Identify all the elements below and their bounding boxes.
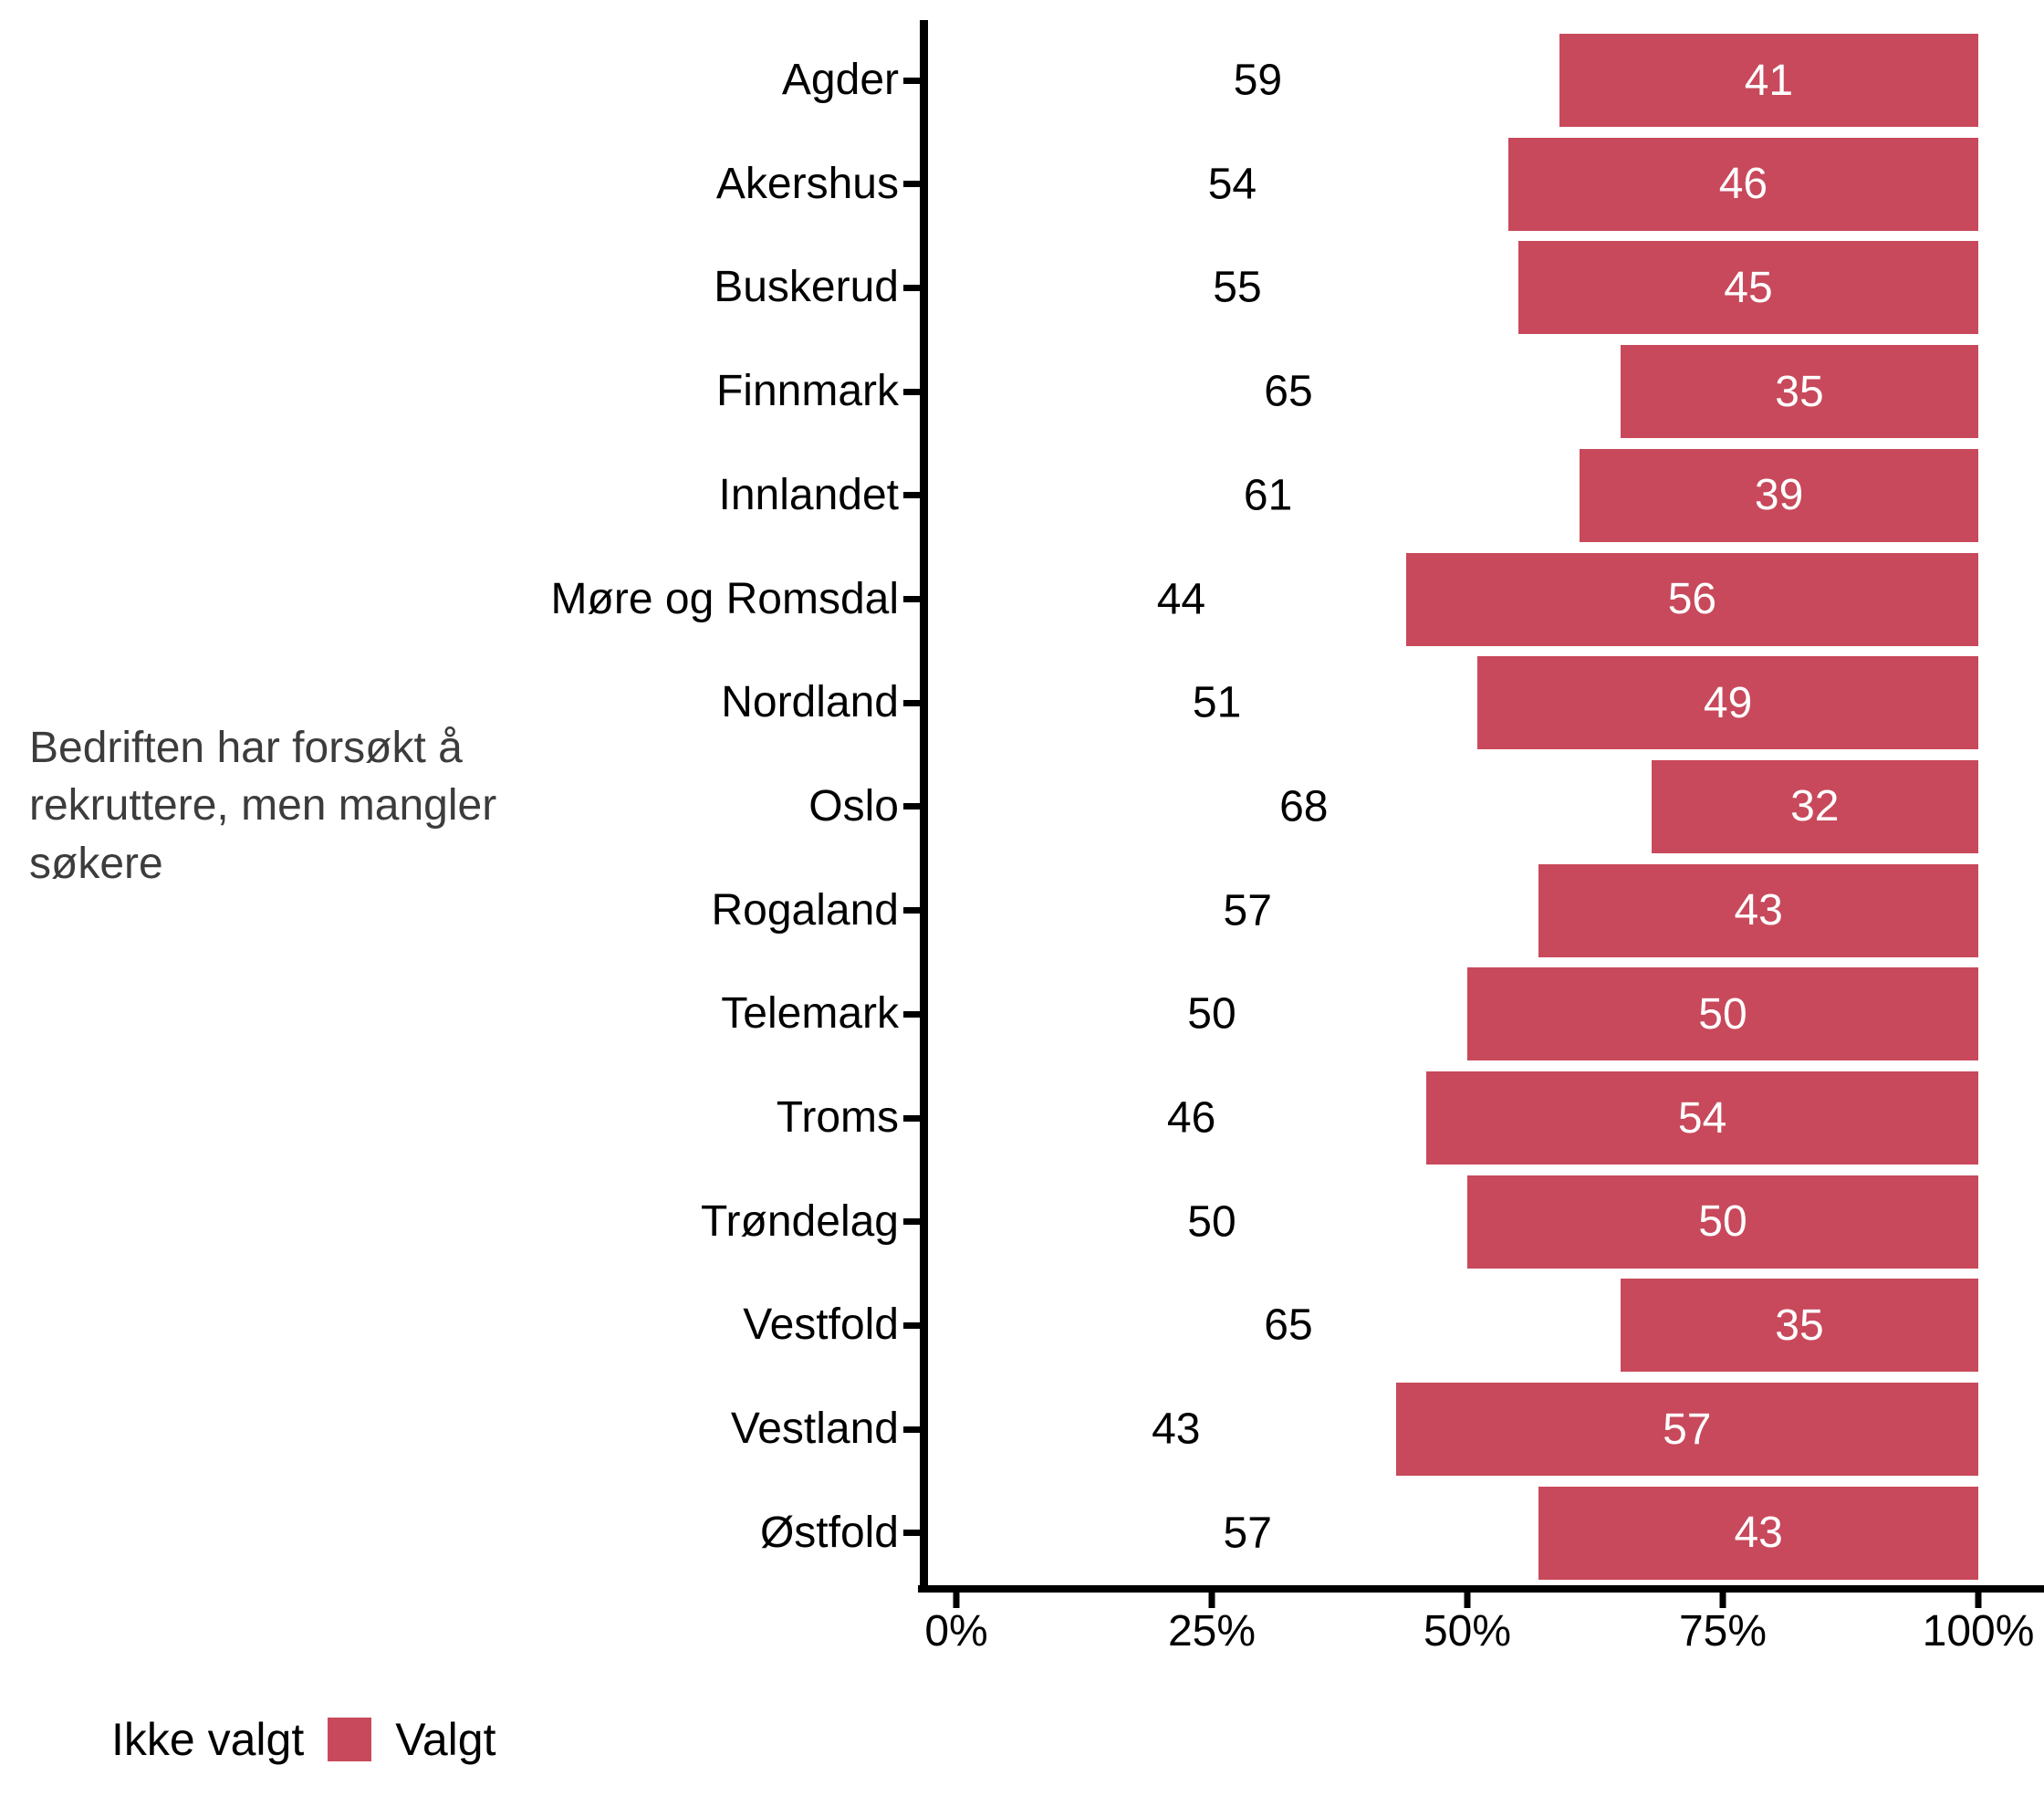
y-tick [903, 907, 921, 914]
valgt-count: 49 [1703, 678, 1753, 727]
valgt-bar: 46 [1507, 137, 1978, 231]
y-tick [903, 388, 921, 395]
county-label: Telemark [721, 989, 899, 1039]
x-tick-label: 0% [924, 1607, 988, 1656]
x-tick [1719, 1593, 1726, 1608]
county-label: Innlandet [718, 470, 899, 519]
county-label: Buskerud [714, 263, 899, 312]
ikke-valgt-count: 68 [1279, 782, 1329, 831]
valgt-bar: 56 [1405, 552, 1978, 646]
valgt-count: 43 [1734, 886, 1783, 935]
valgt-bar: 57 [1395, 1383, 1978, 1477]
y-tick [903, 803, 921, 810]
ikke-valgt-count: 50 [1187, 989, 1236, 1039]
y-tick [903, 1010, 921, 1018]
x-tick-label: 75% [1678, 1607, 1768, 1656]
valgt-bar: 35 [1621, 1279, 1978, 1373]
county-label: Oslo [808, 781, 899, 830]
ikke-valgt-count: 57 [1223, 886, 1272, 935]
y-axis-group-label: Bedriften har forsøkt å rekruttere, men … [29, 724, 497, 888]
ikke-valgt-count: 57 [1223, 1509, 1272, 1558]
county-label: Vestfold [743, 1300, 899, 1350]
y-tick [903, 181, 921, 188]
valgt-count: 50 [1698, 1197, 1747, 1247]
ikke-valgt-count: 46 [1166, 1093, 1216, 1143]
county-label: Akershus [715, 159, 899, 208]
legend-label-ikke-valgt: Ikke valgt [111, 1714, 305, 1765]
county-label: Østfold [759, 1508, 899, 1557]
valgt-bar: 50 [1467, 1175, 1978, 1269]
valgt-count: 39 [1754, 471, 1804, 520]
valgt-count: 32 [1790, 782, 1840, 831]
y-tick [903, 1218, 921, 1226]
county-label: Trøndelag [701, 1196, 899, 1246]
x-axis-line [918, 1585, 2044, 1593]
valgt-bar: 43 [1538, 1486, 1978, 1580]
ikke-valgt-count: 59 [1233, 56, 1283, 105]
valgt-bar: 43 [1538, 863, 1978, 957]
valgt-count: 41 [1744, 56, 1794, 105]
ikke-valgt-count: 55 [1213, 263, 1262, 312]
valgt-bar: 49 [1477, 656, 1978, 750]
ikke-valgt-count: 43 [1152, 1405, 1201, 1454]
valgt-count: 43 [1734, 1509, 1783, 1558]
y-tick [903, 492, 921, 499]
y-tick [903, 77, 921, 84]
valgt-count: 57 [1663, 1405, 1712, 1454]
x-tick [1208, 1593, 1215, 1608]
y-tick [903, 1321, 921, 1329]
valgt-bar: 45 [1518, 241, 1978, 335]
x-tick-label: 50% [1423, 1607, 1512, 1656]
x-tick-label: 100% [1922, 1607, 2035, 1656]
valgt-bar: 41 [1559, 34, 1978, 127]
county-label: Vestland [730, 1405, 899, 1454]
valgt-count: 54 [1677, 1093, 1727, 1143]
valgt-count: 46 [1718, 160, 1768, 209]
x-tick-label: 25% [1167, 1607, 1257, 1656]
y-tick [903, 699, 921, 706]
legend-swatch-valgt [328, 1718, 372, 1761]
valgt-bar: 54 [1426, 1071, 1978, 1165]
valgt-count: 35 [1775, 1300, 1824, 1350]
x-tick [1975, 1593, 1982, 1608]
legend-label-valgt: Valgt [395, 1714, 496, 1765]
ikke-valgt-count: 65 [1264, 367, 1313, 416]
y-tick [903, 284, 921, 291]
ikke-valgt-count: 54 [1207, 160, 1257, 209]
y-tick [903, 1114, 921, 1122]
valgt-count: 56 [1667, 575, 1717, 623]
valgt-bar: 50 [1467, 967, 1978, 1061]
legend: Ikke valgt Valgt [111, 1714, 495, 1765]
valgt-count: 50 [1698, 989, 1747, 1039]
ikke-valgt-count: 44 [1156, 575, 1206, 623]
ikke-valgt-count: 51 [1192, 678, 1242, 727]
county-label: Rogaland [711, 885, 900, 935]
y-tick [903, 1426, 921, 1433]
county-label: Nordland [721, 678, 899, 727]
county-label: Troms [776, 1093, 899, 1142]
y-tick [903, 596, 921, 602]
x-tick [1464, 1593, 1471, 1608]
ikke-valgt-count: 61 [1243, 471, 1293, 520]
county-label: Møre og Romsdal [550, 574, 899, 623]
county-label: Agder [781, 56, 899, 104]
y-tick [903, 1530, 921, 1537]
valgt-bar: 35 [1621, 345, 1978, 439]
valgt-bar: 32 [1651, 759, 1978, 853]
county-label: Finnmark [715, 367, 899, 416]
valgt-count: 45 [1724, 263, 1773, 312]
ikke-valgt-count: 65 [1264, 1300, 1313, 1350]
valgt-count: 35 [1775, 367, 1824, 416]
valgt-bar: 39 [1580, 448, 1978, 542]
x-tick [953, 1593, 960, 1608]
y-axis-line [920, 20, 928, 1593]
ikke-valgt-count: 50 [1187, 1197, 1236, 1247]
